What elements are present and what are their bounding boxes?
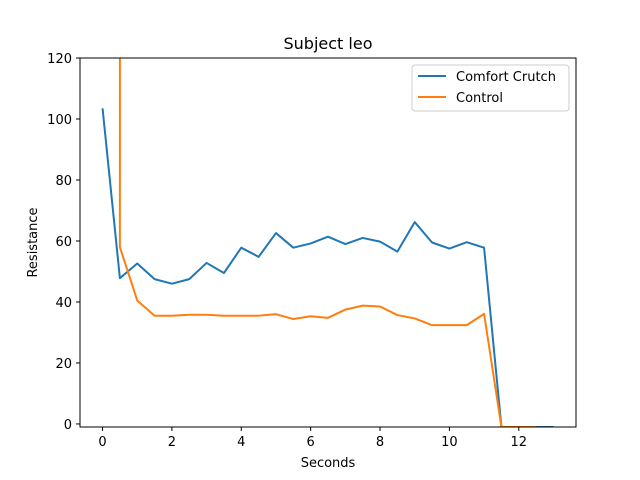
x-tick-label: 8 (376, 435, 384, 450)
legend: Comfort Crutch Control (411, 64, 570, 112)
legend-label-control: Control (456, 91, 503, 106)
chart-title: Subject leo (284, 34, 373, 53)
x-tick-label: 0 (98, 435, 106, 450)
x-tick-label: 4 (237, 435, 245, 450)
y-tick-label: 120 (47, 52, 72, 67)
y-axis-label: Resistance (26, 207, 41, 277)
plot-frame (79, 57, 577, 428)
x-tick-label: 10 (441, 435, 458, 450)
series-line-control (118, 58, 537, 427)
x-axis-label: Seconds (301, 456, 356, 471)
legend-box (411, 64, 570, 112)
plot-background (80, 58, 576, 427)
x-tick-label: 6 (307, 435, 315, 450)
y-tick-label: 100 (47, 113, 72, 128)
y-tick-label: 40 (55, 296, 72, 311)
y-tick-label: 20 (55, 357, 72, 372)
series-line-comfort-crutch (101, 108, 554, 427)
x-tick-label: 2 (168, 435, 176, 450)
y-tick-label: 60 (55, 235, 72, 250)
x-tick-label: 12 (510, 435, 527, 450)
y-tick-label: 80 (55, 174, 72, 189)
legend-label-comfort-crutch: Comfort Crutch (456, 70, 556, 85)
y-tick-label: 0 (64, 418, 72, 433)
